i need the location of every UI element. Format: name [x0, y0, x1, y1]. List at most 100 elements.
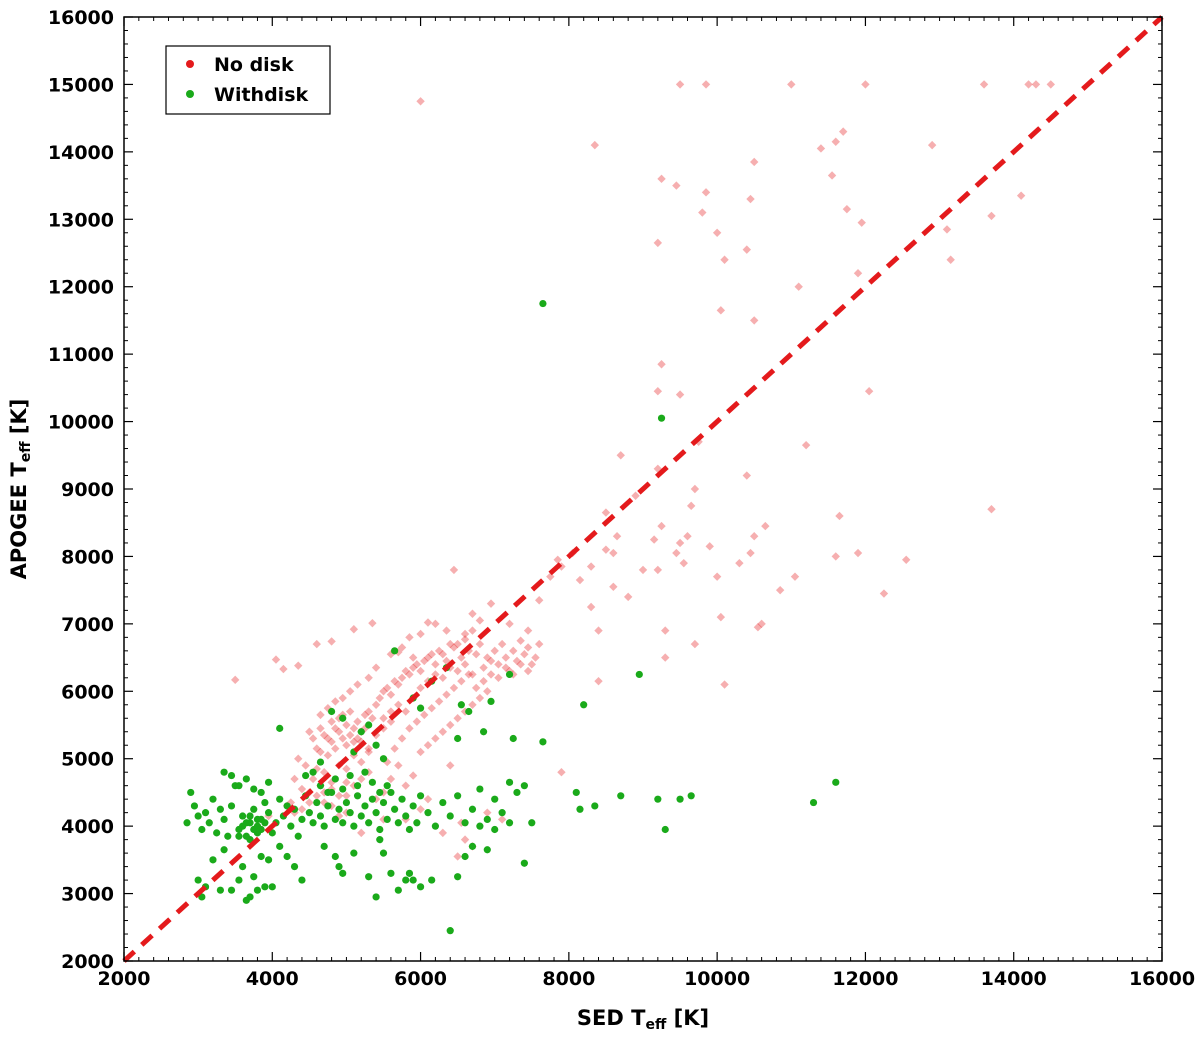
data-point: [220, 846, 228, 854]
data-point: [294, 661, 303, 670]
data-point: [187, 788, 195, 797]
data-point: [539, 738, 547, 746]
data-point: [379, 755, 388, 763]
data-point: [387, 788, 395, 797]
data-point: [468, 805, 477, 813]
data-point: [676, 795, 684, 803]
data-point: [594, 676, 603, 686]
data-point: [391, 647, 399, 655]
data-point: [342, 798, 351, 807]
data-point: [1016, 191, 1026, 200]
x-axis-title-unit: [K]: [666, 1006, 709, 1030]
data-point: [297, 784, 307, 794]
data-point: [483, 808, 492, 817]
data-point: [590, 140, 600, 150]
data-point: [657, 414, 666, 422]
data-point: [320, 842, 328, 850]
data-point: [261, 798, 269, 807]
data-point: [446, 639, 455, 649]
ticks-layer: 2000 4000 6000 8000 10000 12000 14000 16000 2000…: [48, 7, 1195, 990]
data-point: [416, 792, 425, 800]
x-tick-label: 2000: [98, 968, 151, 990]
data-point: [431, 660, 440, 669]
data-point: [420, 710, 429, 720]
data-point: [231, 675, 240, 685]
data-point: [250, 785, 258, 793]
y-axis-title: APOGEE Teff [K]: [7, 399, 34, 580]
series-no-disk: [231, 80, 1055, 861]
data-point: [742, 471, 751, 480]
data-point: [449, 565, 459, 575]
data-point: [827, 171, 837, 180]
data-point: [235, 876, 243, 884]
data-point: [368, 714, 377, 723]
data-point: [446, 720, 455, 730]
data-point: [675, 538, 685, 548]
data-point: [816, 144, 826, 153]
data-point: [416, 747, 425, 757]
data-point: [264, 778, 273, 786]
x-axis-title: SED Teff [K]: [577, 1006, 709, 1033]
y-tick-label: 14000: [48, 142, 114, 164]
data-point: [372, 893, 380, 901]
data-point: [324, 788, 332, 797]
legend-marker-withdisk: [186, 90, 194, 98]
data-point: [494, 673, 503, 682]
data-point: [586, 562, 596, 571]
data-point: [753, 623, 763, 632]
y-tick-label: 11000: [48, 344, 114, 366]
data-point: [353, 717, 362, 726]
data-point: [468, 700, 477, 709]
data-point: [460, 635, 470, 644]
data-point: [457, 818, 466, 827]
data-point: [461, 819, 469, 827]
data-point: [305, 798, 314, 807]
y-tick-label: 4000: [61, 816, 114, 838]
data-point: [331, 852, 339, 861]
data-point: [194, 812, 202, 820]
data-point: [757, 619, 766, 629]
data-point: [268, 883, 276, 891]
x-tick-label: 14000: [981, 968, 1047, 990]
data-point: [475, 693, 485, 703]
data-point: [423, 741, 433, 750]
data-point: [302, 771, 310, 780]
x-tick-label: 10000: [684, 968, 750, 990]
data-point: [350, 849, 358, 857]
data-point: [416, 805, 425, 814]
data-point: [235, 832, 243, 840]
data-point: [523, 643, 533, 652]
data-point: [486, 670, 496, 679]
data-point: [401, 707, 410, 716]
data-point: [460, 835, 470, 844]
data-point: [338, 734, 347, 743]
data-point: [438, 673, 448, 682]
data-point: [349, 625, 359, 634]
data-point: [712, 572, 722, 581]
data-point: [438, 650, 448, 659]
data-point: [383, 782, 391, 790]
data-point: [416, 97, 425, 106]
data-point: [390, 676, 399, 686]
data-point: [301, 761, 310, 770]
data-point: [902, 555, 911, 564]
data-point: [345, 687, 355, 696]
data-point: [361, 802, 369, 810]
data-point: [316, 724, 325, 733]
data-point: [857, 218, 866, 227]
data-point: [383, 683, 392, 693]
data-point: [298, 815, 306, 824]
data-point: [376, 825, 384, 834]
legend-label-no-disk: No disk: [214, 54, 294, 76]
data-point: [413, 819, 421, 827]
data-point: [516, 660, 525, 669]
data-point: [431, 822, 439, 830]
data-point: [320, 822, 328, 830]
data-point: [434, 697, 444, 706]
y-axis-title-unit: [K]: [7, 399, 31, 442]
reference-line-layer: [122, 15, 1164, 963]
data-point: [357, 774, 366, 784]
data-point: [391, 805, 399, 813]
data-point: [446, 761, 455, 770]
data-point: [297, 805, 307, 814]
